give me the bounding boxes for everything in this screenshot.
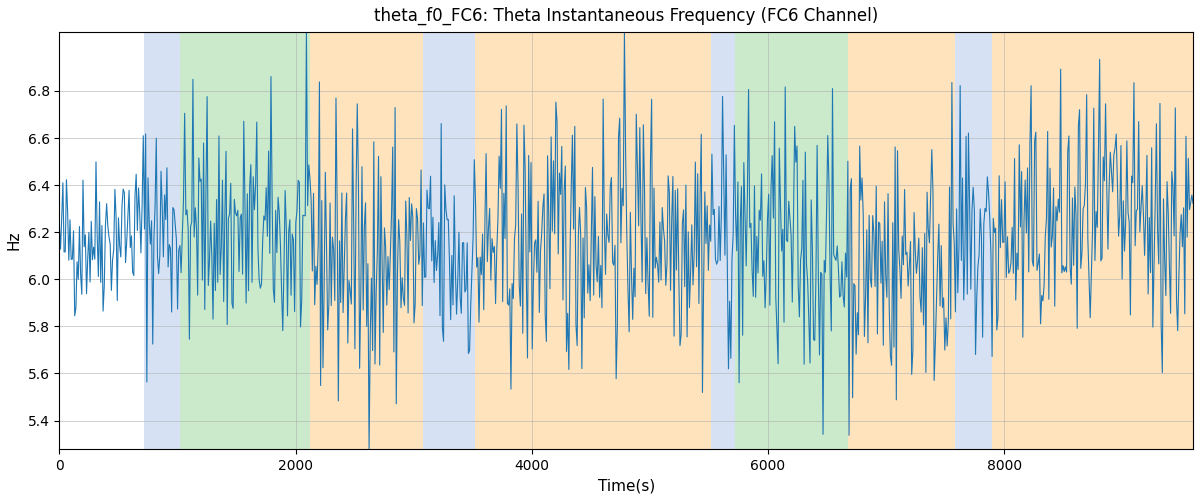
Bar [954, 32, 992, 449]
Bar [734, 32, 848, 449]
Bar [992, 32, 1193, 449]
Bar [144, 32, 180, 449]
Bar [475, 32, 712, 449]
Y-axis label: Hz: Hz [7, 230, 22, 250]
Bar [424, 32, 475, 449]
Title: theta_f0_FC6: Theta Instantaneous Frequency (FC6 Channel): theta_f0_FC6: Theta Instantaneous Freque… [374, 7, 878, 25]
Bar [712, 32, 734, 449]
Bar [848, 32, 954, 449]
X-axis label: Time(s): Time(s) [598, 478, 655, 493]
Bar [310, 32, 424, 449]
Bar [180, 32, 310, 449]
